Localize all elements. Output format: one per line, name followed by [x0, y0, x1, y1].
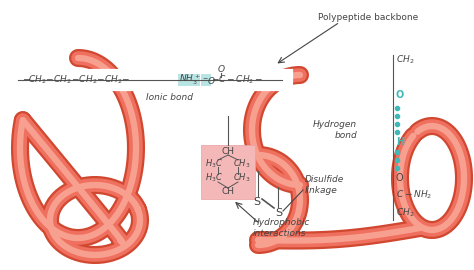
Text: Ionic bond: Ionic bond	[146, 93, 193, 103]
Text: $-\!CH_2\!-\!CH_2\!-\!CH_2\!-\!CH_2\!-$: $-\!CH_2\!-\!CH_2\!-\!CH_2\!-\!CH_2\!-$	[22, 74, 131, 86]
Text: $O$: $O$	[217, 63, 225, 75]
Text: $C-NH_2$: $C-NH_2$	[396, 189, 432, 201]
Text: $H_3C$: $H_3C$	[205, 158, 223, 170]
Text: ${}^-\!O$: ${}^-\!O$	[201, 75, 216, 86]
Text: S: S	[275, 208, 283, 218]
Text: $CH_3$: $CH_3$	[233, 158, 251, 170]
Text: $CH_2$: $CH_2$	[396, 54, 414, 66]
Text: S: S	[254, 197, 261, 207]
Text: CH: CH	[221, 147, 235, 157]
Text: Hydrogen
bond: Hydrogen bond	[313, 120, 357, 140]
Text: Disulfide
linkage: Disulfide linkage	[305, 175, 344, 195]
Text: $-C-CH_2-$: $-C-CH_2-$	[211, 74, 264, 86]
Text: $H_3C$: $H_3C$	[205, 172, 223, 184]
Text: CH: CH	[221, 187, 235, 195]
Text: H: H	[396, 137, 404, 147]
Text: Polypeptide backbone: Polypeptide backbone	[318, 14, 418, 22]
Text: O: O	[396, 90, 404, 100]
FancyBboxPatch shape	[201, 145, 255, 199]
Text: Hydrophobic
interactions: Hydrophobic interactions	[253, 218, 310, 238]
Text: $CH_3$: $CH_3$	[233, 172, 251, 184]
Text: $NH_3^+$: $NH_3^+$	[179, 73, 201, 87]
FancyBboxPatch shape	[201, 74, 211, 86]
Text: $CH_2$: $CH_2$	[396, 207, 414, 219]
Text: O: O	[396, 173, 404, 183]
FancyBboxPatch shape	[178, 74, 200, 86]
